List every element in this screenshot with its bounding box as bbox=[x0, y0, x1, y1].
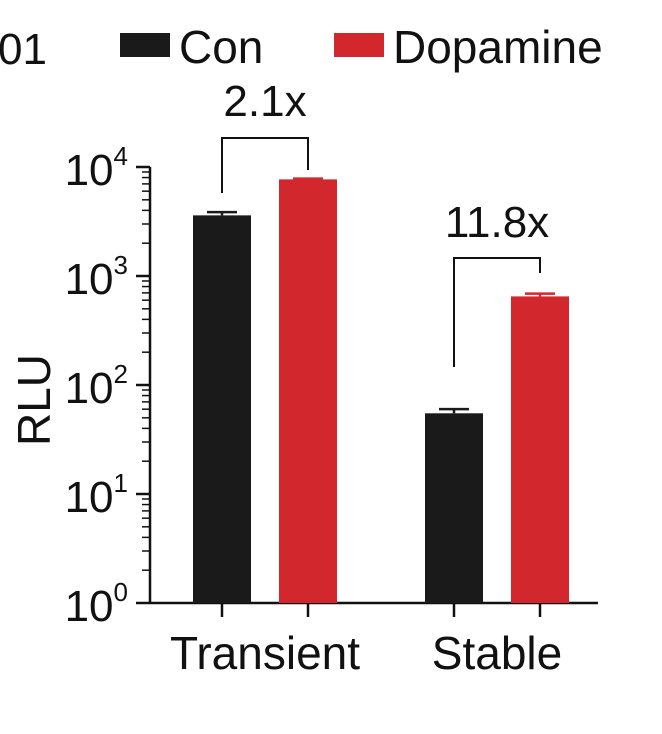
fold-change-bracket-stable bbox=[453, 257, 541, 367]
bar-con-stable bbox=[425, 413, 483, 603]
bar-con-transient bbox=[193, 215, 251, 603]
bars bbox=[193, 179, 569, 604]
y-tick-label-1: 100 bbox=[65, 577, 128, 631]
y-tick-label-100: 102 bbox=[65, 359, 128, 413]
y-tick-label-1000: 103 bbox=[65, 250, 128, 304]
bar-dopamine-stable bbox=[511, 296, 569, 603]
y-tick-labels: 100 101 102 103 104 bbox=[65, 141, 128, 631]
x-category-label-stable: Stable bbox=[432, 627, 562, 679]
legend-label-dopamine: Dopamine bbox=[393, 21, 603, 73]
fold-change-label-transient: 2.1x bbox=[223, 77, 306, 126]
panel-label-fragment: 01 bbox=[0, 25, 47, 74]
fold-change-bracket-transient bbox=[221, 137, 309, 193]
y-tick-label-10: 101 bbox=[65, 468, 128, 522]
y-axis-title: RLU bbox=[8, 354, 60, 446]
fold-change-label-stable: 11.8x bbox=[445, 198, 549, 247]
bar-dopamine-transient bbox=[279, 179, 337, 604]
error-bars bbox=[207, 177, 555, 414]
legend-swatch-dopamine bbox=[334, 33, 384, 57]
y-tick-label-10000: 104 bbox=[65, 141, 128, 195]
legend: Con Dopamine bbox=[120, 21, 603, 73]
x-category-label-transient: Transient bbox=[170, 627, 360, 679]
legend-swatch-con bbox=[120, 33, 170, 57]
legend-label-con: Con bbox=[179, 21, 263, 73]
fold-change-brackets bbox=[221, 137, 541, 367]
